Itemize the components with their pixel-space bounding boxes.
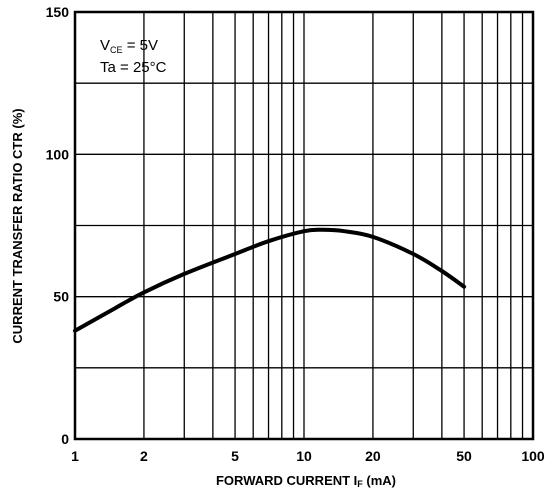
x-axis-title: FORWARD CURRENT IF (mA) [216, 473, 396, 489]
grid [74, 11, 534, 440]
test-conditions: VCE = 5V Ta = 25°C [100, 37, 167, 76]
series-layer [73, 227, 467, 333]
y-tick-label: 50 [53, 289, 69, 305]
x-tick-label: 2 [140, 448, 148, 464]
x-tick-label: 5 [231, 448, 239, 464]
tick-labels: 1 2 5 10 20 50 100 0 50 100 150 [46, 4, 545, 464]
condition-temperature: Ta = 25°C [100, 59, 167, 76]
y-tick-label: 100 [46, 146, 70, 162]
y-tick-label: 150 [46, 4, 70, 20]
condition-vce: VCE = 5V [100, 37, 158, 55]
y-tick-label: 0 [61, 431, 69, 447]
x-tick-label: 1 [71, 448, 79, 464]
x-tick-label: 10 [296, 448, 312, 464]
x-tick-label: 50 [456, 448, 472, 464]
x-tick-label: 100 [521, 448, 545, 464]
y-axis-title: CURRENT TRANSFER RATIO CTR (%) [10, 108, 25, 343]
x-tick-label: 20 [365, 448, 381, 464]
plot-frame [73, 10, 535, 441]
ctr-curve [73, 227, 467, 333]
